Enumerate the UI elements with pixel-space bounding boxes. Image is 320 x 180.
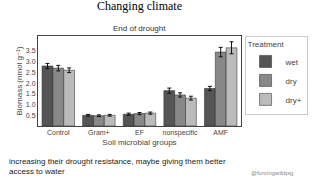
svg-text:Soil microbial groups: Soil microbial groups — [102, 138, 176, 147]
svg-text:@forcingwildpig: @forcingwildpig — [251, 170, 293, 176]
svg-text:nonspecific: nonspecific — [163, 129, 199, 137]
svg-text:3.0: 3.0 — [26, 58, 36, 65]
svg-text:wet: wet — [285, 58, 299, 67]
svg-text:AMF: AMF — [213, 129, 228, 136]
svg-text:increasing their drought resis: increasing their drought resistance, may… — [9, 157, 226, 176]
svg-text:Gram+: Gram+ — [88, 129, 110, 136]
svg-text:1.5: 1.5 — [26, 90, 36, 97]
svg-text:Treatment: Treatment — [248, 40, 285, 49]
svg-text:dry+: dry+ — [286, 96, 302, 105]
svg-text:Changing climate: Changing climate — [97, 0, 182, 13]
svg-text:2.5: 2.5 — [26, 69, 36, 76]
svg-text:2.0: 2.0 — [26, 80, 36, 87]
svg-text:3.5: 3.5 — [26, 47, 36, 54]
svg-text:Biomass (nmol g⁻¹): Biomass (nmol g⁻¹) — [15, 46, 24, 115]
svg-text:Control: Control — [47, 129, 70, 136]
svg-text:dry: dry — [286, 77, 297, 86]
svg-text:0.5: 0.5 — [26, 112, 36, 119]
svg-text:End of drought: End of drought — [113, 24, 166, 33]
svg-text:1.0: 1.0 — [26, 101, 36, 108]
svg-text:EF: EF — [135, 129, 144, 136]
